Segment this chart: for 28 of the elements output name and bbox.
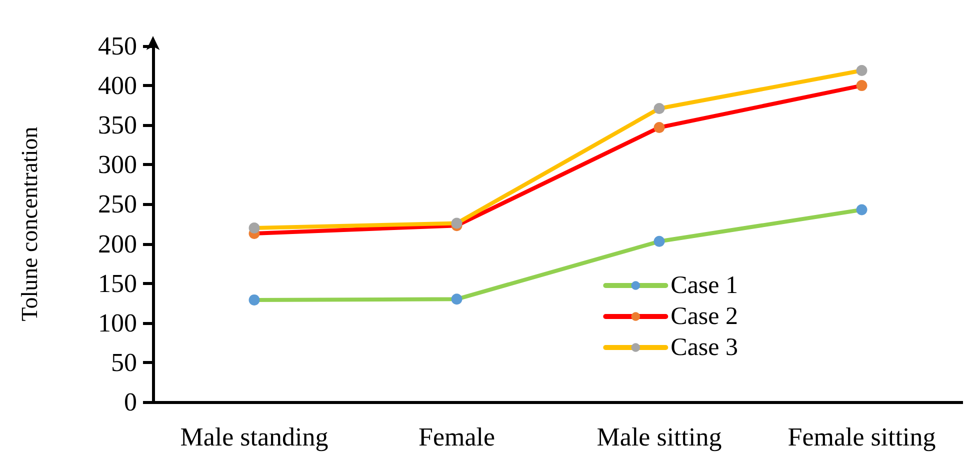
point	[654, 122, 665, 133]
y-tick-label: 0	[124, 388, 137, 416]
point	[451, 294, 462, 305]
y-tick-label: 100	[98, 308, 137, 338]
legend-label: Case 2	[670, 303, 738, 330]
x-tick-label: Female	[418, 422, 496, 452]
x-tick-label: Male sitting	[596, 422, 722, 452]
legend-label: Case 3	[670, 334, 738, 361]
y-tick-label: 400	[98, 71, 137, 100]
y-tick-label: 450	[98, 32, 137, 60]
y-axis-title: Tolune concentration	[17, 126, 42, 322]
point	[654, 103, 665, 114]
y-tick-label: 50	[111, 348, 137, 377]
y-tick-label: 300	[98, 150, 137, 180]
point	[856, 204, 868, 216]
point	[654, 236, 665, 247]
x-tick-label: Female sitting	[788, 422, 936, 452]
y-tick-label: 350	[98, 110, 137, 140]
x-tick-label: Male standing	[180, 422, 328, 452]
point	[248, 294, 260, 306]
y-tick-label: 200	[98, 229, 137, 258]
y-tick-label: 150	[98, 268, 137, 298]
y-tick-label: 250	[98, 190, 137, 219]
legend-label: Case 1	[670, 272, 738, 299]
point	[856, 80, 868, 92]
point	[451, 218, 462, 229]
point	[856, 65, 868, 76]
point	[248, 222, 260, 234]
